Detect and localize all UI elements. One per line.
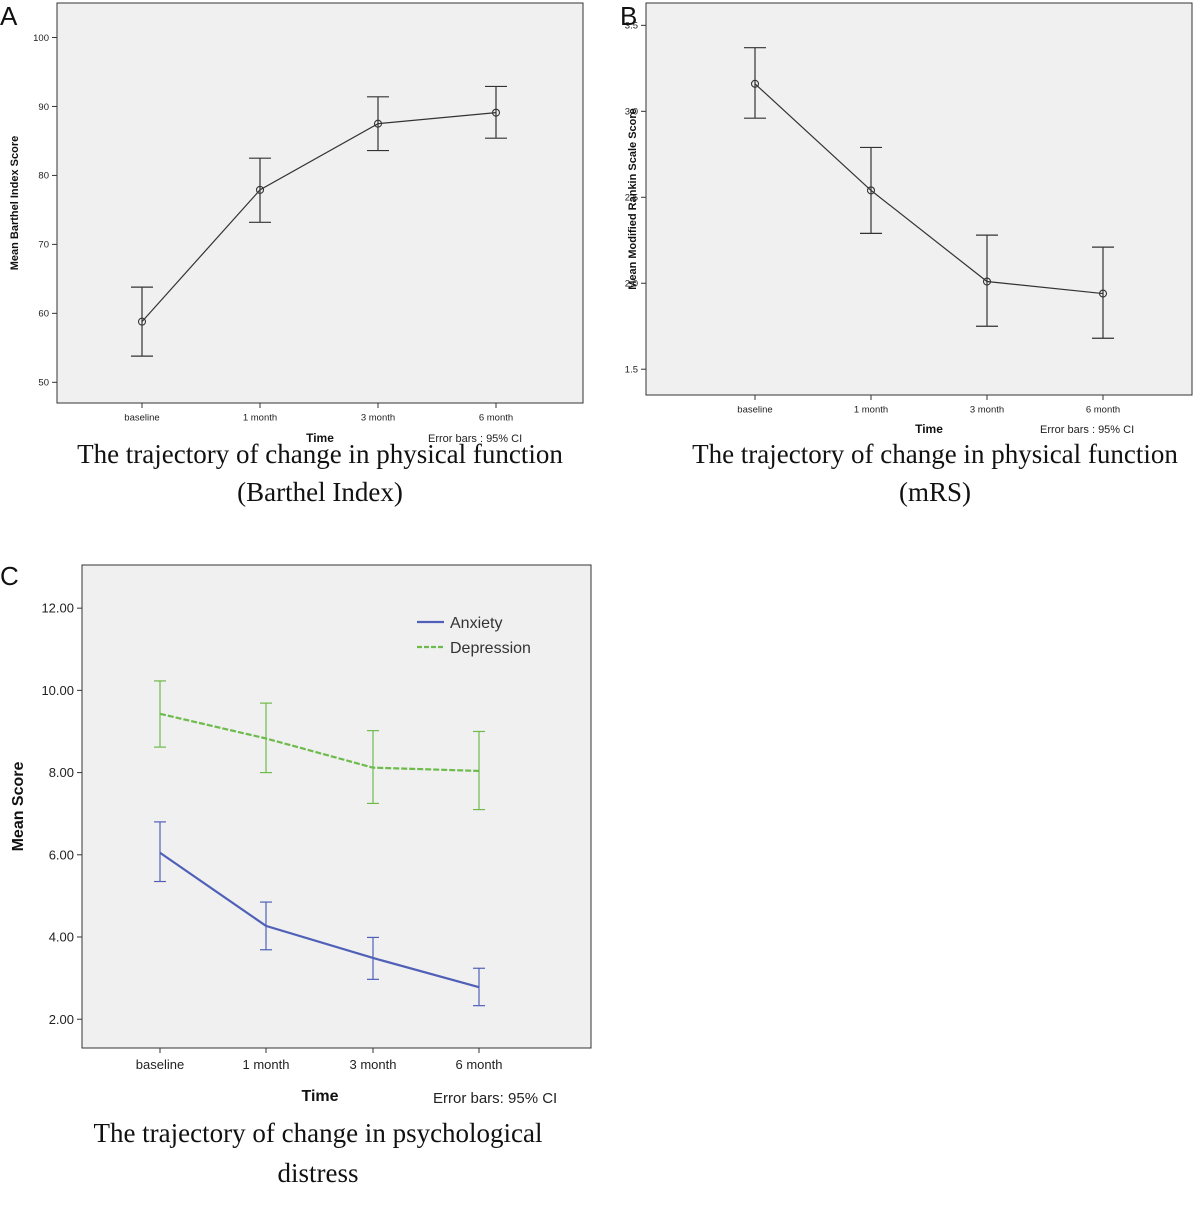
y-tick-label: 80	[38, 171, 49, 182]
figure-caption-b: The trajectory of change in physical fun…	[692, 439, 1178, 469]
x-tick-label: baseline	[124, 413, 159, 424]
y-tick-label: 6.00	[49, 847, 74, 862]
x-tick-label: 3 month	[361, 413, 395, 424]
x-axis-label: Time	[301, 1088, 338, 1105]
x-tick-label: 1 month	[854, 405, 888, 416]
y-tick-label: 3.5	[625, 21, 638, 32]
error-bars-note: Error bars : 95% CI	[428, 433, 522, 445]
data-point	[982, 277, 992, 286]
y-axis-label: Mean Modified Rankin Scale Score	[627, 108, 639, 290]
y-tick-label: 4.00	[49, 930, 74, 945]
legend-label: Depression	[450, 640, 531, 657]
panel-letter: C	[0, 561, 19, 591]
y-tick-label: 2.0	[625, 279, 638, 290]
series-line	[159, 851, 480, 989]
chart-panel-c: C 2.00 4.00 6.00 8.00 10.00 12.00 baseline 1 mon…	[0, 561, 592, 1107]
data-point	[373, 119, 383, 128]
y-tick-label: 70	[38, 240, 49, 251]
error-bars-note: Error bars: 95% CI	[433, 1090, 557, 1107]
y-tick-label: 50	[38, 378, 49, 389]
panel-letter: B	[620, 1, 637, 31]
data-point	[750, 79, 760, 88]
figure-caption-c: distress	[277, 1158, 359, 1188]
series-line	[141, 112, 497, 323]
y-tick-label: 10.00	[41, 683, 74, 698]
error-bar	[744, 47, 766, 119]
x-tick-label: 3 month	[350, 1057, 397, 1072]
series-depression	[154, 680, 485, 811]
y-tick-label: 12.00	[41, 601, 74, 616]
data-point	[1098, 289, 1108, 298]
legend-label: Anxiety	[450, 615, 502, 632]
x-tick-label: 6 month	[456, 1057, 503, 1072]
x-tick-label: 1 month	[243, 413, 277, 424]
series-line	[159, 712, 480, 773]
data-point	[137, 317, 147, 326]
figure-caption-c: The trajectory of change in psychologica…	[93, 1118, 543, 1148]
x-tick-label: 6 month	[1086, 405, 1120, 416]
x-axis-label: Time	[915, 422, 943, 436]
data-point	[491, 108, 501, 117]
error-bar	[485, 85, 507, 139]
plot-area	[645, 2, 1193, 396]
error-bars-note: Error bars : 95% CI	[1040, 424, 1134, 436]
series-anxiety	[154, 821, 485, 1007]
y-tick-label: 3.0	[625, 107, 638, 118]
plot-area	[56, 2, 584, 404]
x-axis-label: Time	[306, 431, 334, 445]
x-tick-label: 3 month	[970, 405, 1004, 416]
series-mrs	[744, 47, 1114, 339]
plot-area	[81, 564, 592, 1049]
data-point	[866, 186, 876, 195]
series-barthel-index	[131, 85, 507, 357]
y-axis-label: Mean Score	[10, 761, 27, 851]
series-line	[754, 83, 1104, 295]
chart-panel-b: B 1.5 2.0 2.5 3.0 3.5 baseline 1 month 3 month 6 …	[620, 1, 1193, 436]
y-tick-label: 60	[38, 309, 49, 320]
y-tick-label: 2.00	[49, 1012, 74, 1027]
y-tick-label: 100	[33, 33, 49, 44]
x-tick-label: baseline	[737, 405, 772, 416]
figure-caption-a: The trajectory of change in physical fun…	[77, 439, 563, 469]
legend: Anxiety Depression	[417, 615, 531, 657]
error-bar	[976, 234, 998, 327]
panel-letter: A	[0, 1, 18, 31]
chart-panel-a: A 50 60 70 80 90 100 baseline 1 month 3 month 6 mo…	[0, 1, 584, 445]
y-axis-label: Mean Barthel Index Score	[9, 136, 21, 271]
y-tick-label: 2.5	[625, 193, 638, 204]
figure-caption-a: (Barthel Index)	[237, 477, 403, 507]
x-tick-label: 6 month	[479, 413, 513, 424]
x-tick-label: 1 month	[243, 1057, 290, 1072]
error-bar	[154, 821, 166, 883]
y-tick-label: 1.5	[625, 365, 638, 376]
data-point	[255, 185, 265, 194]
y-tick-label: 8.00	[49, 765, 74, 780]
error-bar	[1092, 246, 1114, 339]
y-tick-label: 90	[38, 102, 49, 113]
figure-caption-b: (mRS)	[898, 477, 971, 507]
x-tick-label: baseline	[136, 1057, 184, 1072]
